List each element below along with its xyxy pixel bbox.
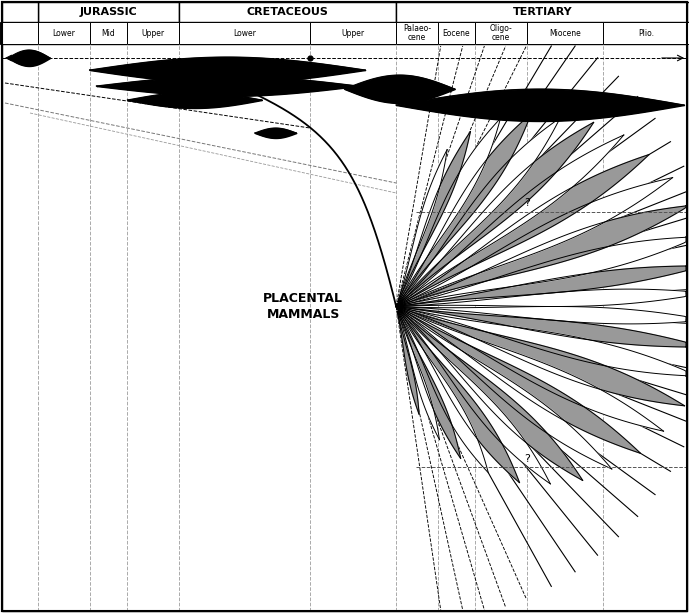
Text: Lower: Lower <box>52 28 75 37</box>
Polygon shape <box>400 309 641 453</box>
Polygon shape <box>399 118 500 302</box>
Text: Miocene: Miocene <box>549 28 581 37</box>
Bar <box>0 22 38 44</box>
Bar <box>438 22 475 44</box>
Text: ?: ? <box>524 454 530 463</box>
Text: Upper: Upper <box>142 28 165 37</box>
Polygon shape <box>401 266 686 306</box>
Polygon shape <box>399 114 531 302</box>
Bar <box>179 22 310 44</box>
Polygon shape <box>401 308 685 406</box>
Polygon shape <box>400 154 649 304</box>
Bar <box>475 22 527 44</box>
Polygon shape <box>398 150 447 302</box>
Polygon shape <box>400 123 594 303</box>
Bar <box>396 22 438 44</box>
Polygon shape <box>398 132 471 302</box>
Polygon shape <box>400 310 583 481</box>
Text: Lower: Lower <box>233 28 256 37</box>
Text: Oligo-
cene: Oligo- cene <box>490 24 513 42</box>
Text: ?: ? <box>524 199 530 208</box>
Text: Eocene: Eocene <box>442 28 471 37</box>
Polygon shape <box>398 311 419 414</box>
Text: Mid: Mid <box>102 28 115 37</box>
Polygon shape <box>398 311 440 440</box>
Polygon shape <box>400 310 551 484</box>
Text: JURASSIC: JURASSIC <box>80 7 137 17</box>
Bar <box>179 2 396 22</box>
Polygon shape <box>401 308 686 376</box>
Polygon shape <box>400 118 560 303</box>
Text: Upper: Upper <box>342 28 364 37</box>
Polygon shape <box>401 308 664 431</box>
Polygon shape <box>401 237 686 305</box>
Text: Plio.: Plio. <box>638 28 654 37</box>
Polygon shape <box>400 310 612 469</box>
Text: Palaeo-
cene: Palaeo- cene <box>403 24 431 42</box>
Polygon shape <box>399 311 489 473</box>
Bar <box>90 22 127 44</box>
Polygon shape <box>398 311 461 459</box>
Polygon shape <box>401 306 686 324</box>
Polygon shape <box>401 307 686 347</box>
Bar <box>396 2 689 22</box>
Polygon shape <box>400 135 624 303</box>
Text: PLACENTAL
MAMMALS: PLACENTAL MAMMALS <box>263 292 343 321</box>
Bar <box>2 2 38 22</box>
Bar <box>310 22 396 44</box>
Text: TERTIARY: TERTIARY <box>513 7 573 17</box>
Bar <box>38 2 179 22</box>
Text: CRETACEOUS: CRETACEOUS <box>247 7 329 17</box>
Bar <box>603 22 689 44</box>
Polygon shape <box>401 205 686 305</box>
Polygon shape <box>401 178 672 305</box>
Bar <box>127 22 179 44</box>
Bar <box>527 22 603 44</box>
Polygon shape <box>401 289 686 306</box>
Bar <box>38 22 90 44</box>
Polygon shape <box>399 311 520 482</box>
